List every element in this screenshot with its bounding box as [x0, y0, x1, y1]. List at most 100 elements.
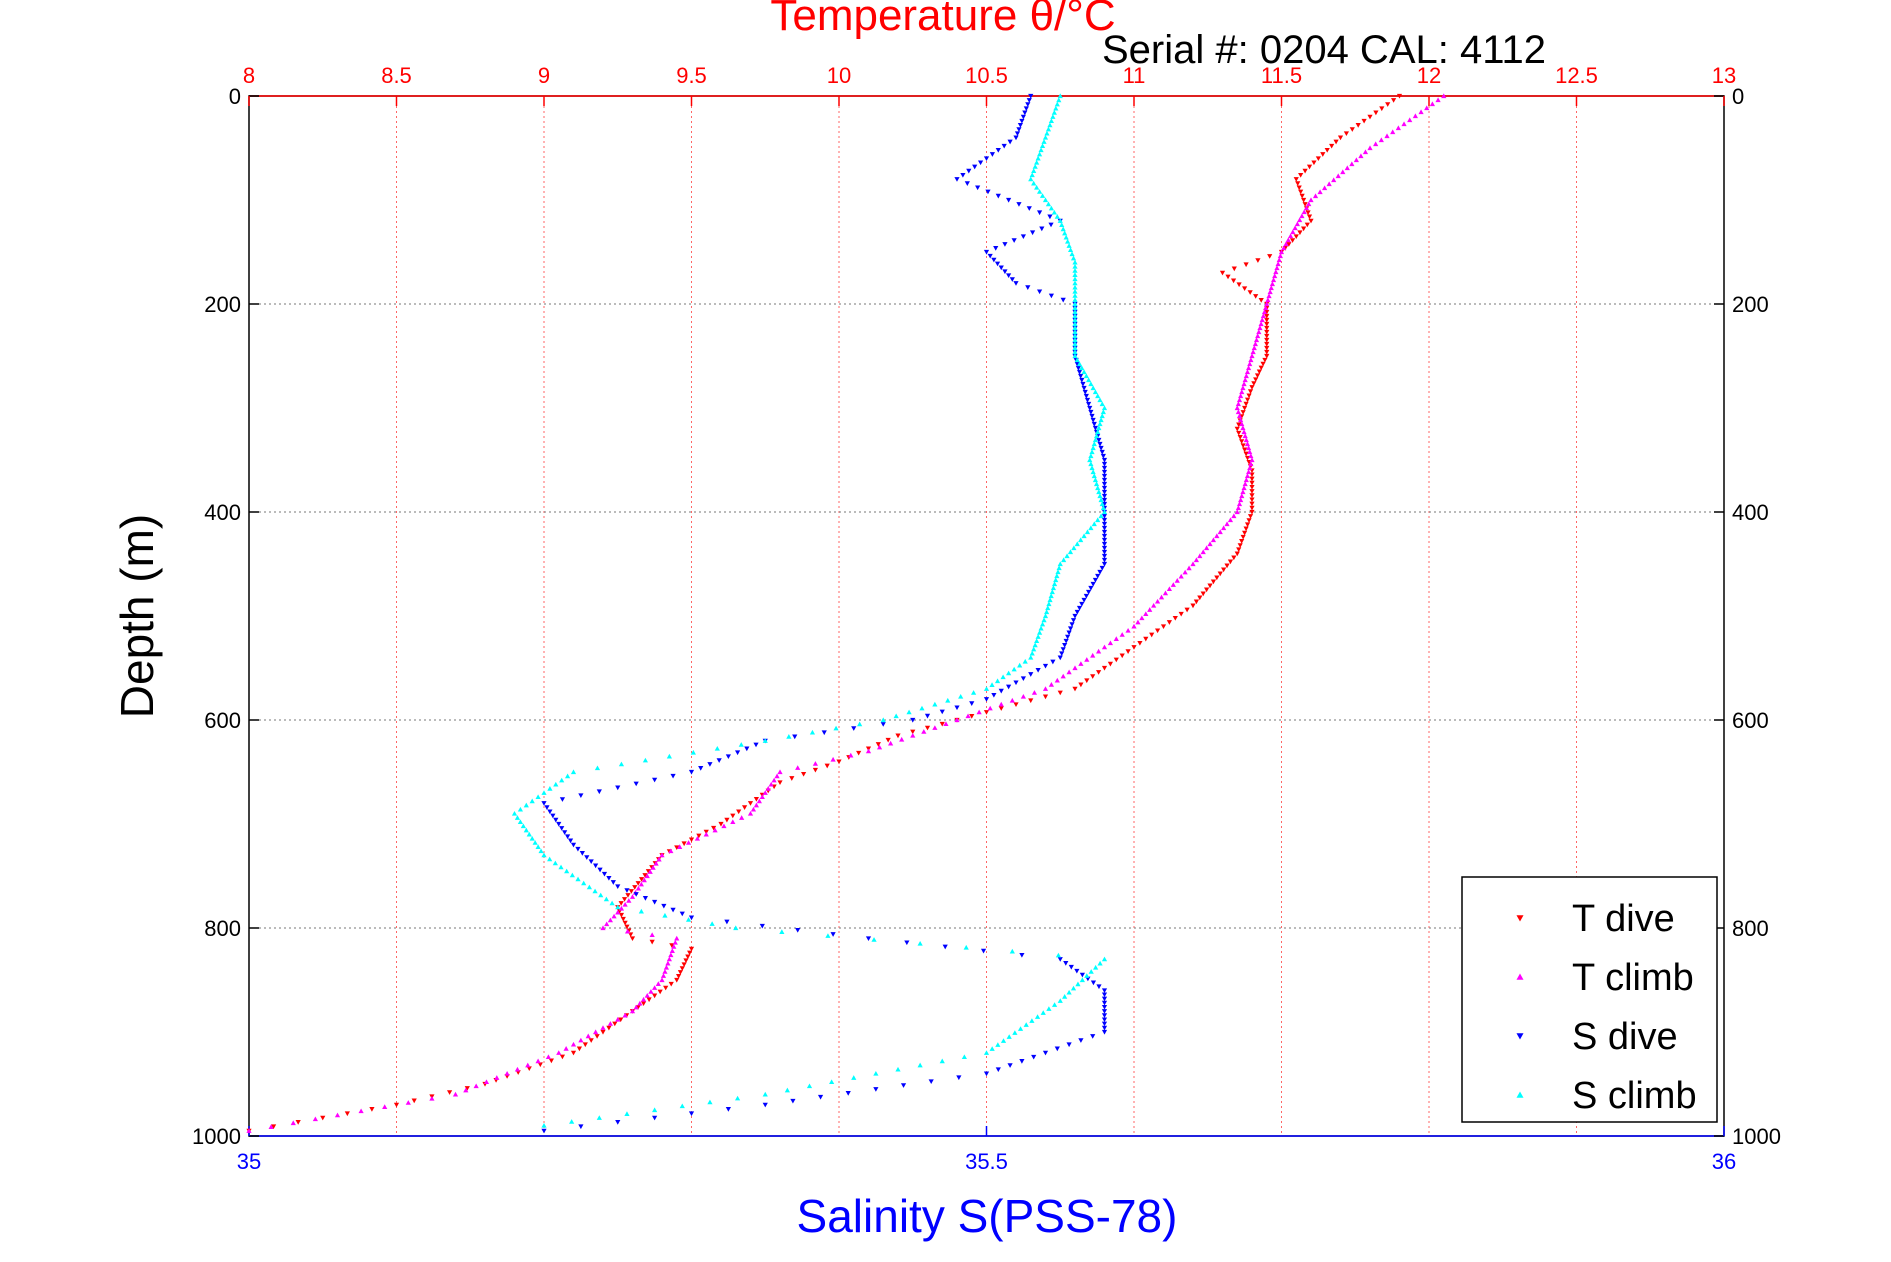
data-point-s-dive	[1101, 481, 1108, 487]
data-point-s-climb	[1059, 222, 1065, 228]
data-point-t-climb	[1276, 257, 1282, 263]
data-point-t-dive	[1302, 168, 1308, 174]
data-point-s-climb	[517, 806, 523, 812]
data-point-t-dive	[1286, 242, 1292, 247]
legend-marker-s-dive	[1516, 1033, 1524, 1040]
data-point-s-climb	[535, 794, 541, 800]
data-point-s-dive	[688, 769, 695, 775]
data-point-t-climb	[1221, 525, 1227, 531]
data-point-t-climb	[677, 844, 683, 849]
data-point-t-climb	[1235, 505, 1241, 511]
data-point-s-climb	[1098, 417, 1104, 423]
data-point-s-dive	[1089, 413, 1095, 419]
data-point-t-dive	[1190, 603, 1196, 609]
data-point-t-dive	[570, 1050, 577, 1056]
data-point-s-climb	[1072, 329, 1078, 335]
data-point-t-climb	[405, 1100, 411, 1105]
data-point-s-dive	[588, 859, 594, 865]
data-point-t-dive	[618, 901, 624, 906]
data-point-s-climb	[569, 872, 575, 878]
data-point-s-climb	[638, 908, 644, 914]
data-point-t-climb	[1200, 549, 1206, 555]
data-point-s-dive	[716, 758, 722, 763]
data-point-s-climb	[1012, 1030, 1018, 1035]
data-point-t-dive	[1096, 670, 1102, 675]
data-point-s-climb	[570, 769, 577, 775]
data-point-s-climb	[596, 1115, 602, 1120]
data-point-t-climb	[1204, 545, 1210, 551]
data-point-t-climb	[1272, 273, 1278, 279]
data-point-t-climb	[1250, 349, 1256, 355]
data-point-t-climb	[1245, 469, 1252, 475]
data-point-s-climb	[547, 786, 553, 791]
data-point-s-climb	[1097, 397, 1103, 403]
data-point-t-dive	[910, 729, 916, 735]
data-point-t-dive	[1264, 313, 1270, 319]
data-point-s-dive	[851, 726, 857, 731]
data-point-t-climb	[1245, 365, 1252, 371]
data-point-t-climb	[653, 860, 659, 866]
data-point-s-dive	[1101, 561, 1108, 567]
data-point-s-dive	[983, 249, 990, 255]
data-point-t-climb	[635, 885, 641, 891]
data-point-t-climb	[650, 865, 656, 870]
data-point-t-dive	[1249, 509, 1255, 515]
data-point-t-climb	[1322, 185, 1328, 191]
data-point-t-dive	[1084, 678, 1090, 684]
data-point-s-dive	[1100, 453, 1106, 459]
data-point-s-dive	[1057, 655, 1063, 661]
data-point-t-climb	[626, 898, 632, 903]
data-point-s-climb	[1057, 998, 1063, 1003]
data-point-t-dive	[696, 833, 702, 839]
data-point-t-dive	[983, 710, 990, 715]
data-point-t-dive	[1264, 325, 1270, 331]
data-point-t-dive	[1236, 282, 1242, 288]
data-point-s-climb	[1044, 130, 1050, 136]
data-point-s-dive	[1101, 461, 1108, 467]
data-point-t-climb	[672, 939, 678, 945]
data-point-s-dive	[1076, 369, 1083, 375]
data-point-t-climb	[1113, 636, 1119, 641]
data-point-t-dive	[320, 1115, 326, 1121]
data-point-t-climb	[1287, 233, 1294, 239]
data-point-t-dive	[718, 821, 724, 827]
data-point-s-climb	[1042, 613, 1049, 619]
data-point-s-climb	[1084, 973, 1090, 978]
data-point-t-climb	[545, 1054, 552, 1060]
data-point-s-climb	[995, 1042, 1001, 1047]
data-point-s-climb	[1070, 985, 1077, 991]
data-point-t-dive	[1337, 135, 1344, 141]
data-point-s-dive	[983, 1071, 990, 1077]
data-point-s-climb	[932, 701, 938, 707]
tick-label-salinity: 36	[1712, 1149, 1736, 1174]
data-point-s-dive	[1057, 957, 1063, 962]
data-point-t-climb	[668, 848, 674, 854]
data-point-t-climb	[382, 1104, 388, 1109]
data-point-s-climb	[1045, 201, 1052, 207]
data-point-s-climb	[1072, 305, 1078, 311]
data-point-s-climb	[1048, 593, 1054, 599]
data-point-t-dive	[998, 706, 1004, 711]
tick-label-temperature: 11.5	[1261, 63, 1302, 88]
data-point-t-climb	[1384, 133, 1390, 139]
data-point-t-climb	[1326, 181, 1332, 187]
data-point-t-dive	[1243, 451, 1249, 457]
data-point-t-dive	[624, 924, 630, 930]
tick-label-temperature: 12.5	[1555, 63, 1598, 88]
data-point-s-dive	[1016, 127, 1022, 132]
data-point-s-dive	[550, 813, 556, 819]
data-point-t-climb	[1238, 497, 1244, 503]
data-point-t-dive	[801, 772, 807, 777]
data-point-t-climb	[830, 756, 836, 762]
data-point-s-climb	[961, 1054, 967, 1060]
legend: T dive T climb S dive S climb	[1461, 876, 1718, 1123]
data-point-t-climb	[1242, 481, 1248, 487]
data-point-s-climb	[1032, 642, 1038, 648]
data-point-t-dive	[1253, 377, 1259, 382]
data-point-s-climb	[895, 1066, 901, 1072]
data-point-s-climb	[1039, 621, 1046, 627]
data-point-s-dive	[1079, 601, 1085, 607]
data-point-s-dive	[1074, 968, 1080, 974]
data-point-t-dive	[1013, 702, 1019, 707]
data-point-t-dive	[1298, 172, 1304, 178]
